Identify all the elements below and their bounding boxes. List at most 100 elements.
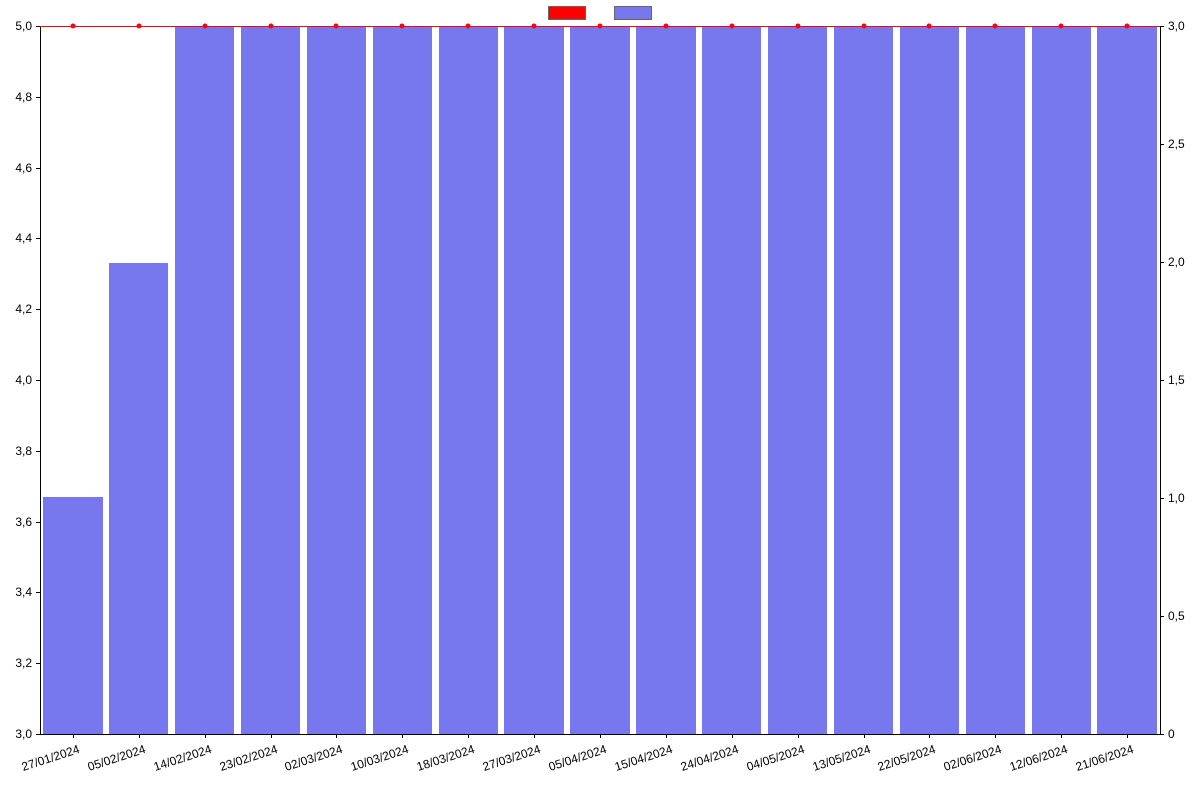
line-marker [663,24,668,29]
y-left-tick-label: 3,8 [0,445,32,457]
x-tick-label: 13/05/2024 [799,742,872,778]
y-left-tick-label: 5,0 [0,20,32,32]
y-left-tickmark [36,238,40,239]
line-marker [202,24,207,29]
y-right-tickmark [1160,498,1164,499]
line-marker [729,24,734,29]
x-tick-label: 27/03/2024 [470,742,543,778]
bar [1032,26,1091,734]
x-tickmark [666,734,667,738]
line-marker [795,24,800,29]
x-tick-label: 27/01/2024 [8,742,81,778]
line-marker [1125,24,1130,29]
y-right-tick-label: 0 [1168,728,1175,740]
bar [1097,26,1156,734]
x-tickmark [271,734,272,738]
y-right-tickmark [1160,734,1164,735]
line-marker [466,24,471,29]
x-tick-label: 12/06/2024 [997,742,1070,778]
y-left-tickmark [36,168,40,169]
y-left-tick-label: 4,2 [0,303,32,315]
x-tickmark [73,734,74,738]
x-tick-label: 05/04/2024 [536,742,609,778]
y-right-tick-label: 1,0 [1168,492,1185,504]
y-left-tickmark [36,309,40,310]
x-tickmark [534,734,535,738]
chart-container: 3,03,23,43,63,84,04,24,44,64,85,0 00,51,… [0,0,1200,800]
bar [307,26,366,734]
plot-area [40,26,1160,735]
x-tick-label: 18/03/2024 [404,742,477,778]
legend-swatch-series1 [548,6,586,20]
bar [702,26,761,734]
y-right-tickmark [1160,26,1164,27]
x-tick-label: 22/05/2024 [865,742,938,778]
bar [439,26,498,734]
line-marker [136,24,141,29]
bar [834,26,893,734]
x-tickmark [468,734,469,738]
bar [43,497,102,734]
y-left-tick-label: 4,6 [0,162,32,174]
y-right-tick-label: 3,0 [1168,20,1185,32]
y-left-tickmark [36,663,40,664]
line-marker [598,24,603,29]
x-tickmark [1061,734,1062,738]
line-marker [993,24,998,29]
y-left-tick-label: 3,2 [0,657,32,669]
x-tickmark [600,734,601,738]
legend [0,4,1200,22]
bar [636,26,695,734]
bar [900,26,959,734]
y-left-tickmark [36,522,40,523]
bar [768,26,827,734]
x-tick-label: 23/02/2024 [206,742,279,778]
x-tick-label: 02/03/2024 [272,742,345,778]
line-marker [334,24,339,29]
y-right-tickmark [1160,616,1164,617]
x-tick-label: 02/06/2024 [931,742,1004,778]
y-left-tickmark [36,97,40,98]
y-right-tick-label: 1,5 [1168,374,1185,386]
y-left-tick-label: 4,4 [0,232,32,244]
y-right-tick-label: 2,5 [1168,138,1185,150]
x-tickmark [402,734,403,738]
x-tick-label: 10/03/2024 [338,742,411,778]
y-left-tickmark [36,451,40,452]
bar [373,26,432,734]
bar [241,26,300,734]
x-tickmark [1127,734,1128,738]
line-marker [861,24,866,29]
x-tickmark [864,734,865,738]
y-left-tickmark [36,26,40,27]
x-tickmark [732,734,733,738]
x-tick-label: 15/04/2024 [601,742,674,778]
y-left-tick-label: 4,0 [0,374,32,386]
y-left-tick-label: 3,4 [0,586,32,598]
x-tick-label: 21/06/2024 [1063,742,1136,778]
y-right-tick-label: 2,0 [1168,256,1185,268]
y-right-tickmark [1160,380,1164,381]
bar [109,263,168,734]
y-right-tick-label: 0,5 [1168,610,1185,622]
x-tick-label: 05/02/2024 [74,742,147,778]
y-left-tick-label: 3,6 [0,516,32,528]
x-tickmark [336,734,337,738]
bar [966,26,1025,734]
line-marker [400,24,405,29]
x-tickmark [139,734,140,738]
y-left-tickmark [36,734,40,735]
bar [504,26,563,734]
y-right-tickmark [1160,144,1164,145]
bar [570,26,629,734]
x-tickmark [798,734,799,738]
line-marker [927,24,932,29]
x-tickmark [929,734,930,738]
y-left-tickmark [36,592,40,593]
x-tick-label: 14/02/2024 [140,742,213,778]
y-right-tickmark [1160,262,1164,263]
x-tickmark [205,734,206,738]
y-left-tick-label: 3,0 [0,728,32,740]
line-marker [268,24,273,29]
line-marker [532,24,537,29]
